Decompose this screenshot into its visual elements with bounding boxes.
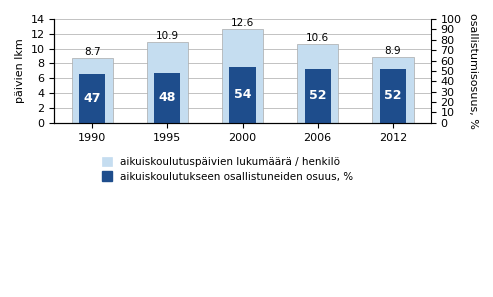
Bar bbox=[222, 29, 263, 123]
Bar bbox=[147, 42, 188, 123]
Bar bbox=[229, 67, 256, 123]
Legend: aikuiskoulutuspäivien lukumäärä / henkilö, aikuiskoulutukseen osallistuneiden os: aikuiskoulutuspäivien lukumäärä / henkil… bbox=[102, 157, 353, 182]
Text: 52: 52 bbox=[309, 89, 326, 102]
Y-axis label: päivien lkm: päivien lkm bbox=[15, 39, 25, 103]
Text: 8.9: 8.9 bbox=[385, 46, 401, 56]
Text: 10.6: 10.6 bbox=[306, 33, 329, 43]
Text: 8.7: 8.7 bbox=[84, 47, 101, 57]
Text: 52: 52 bbox=[384, 89, 402, 102]
Bar bbox=[305, 69, 331, 123]
Text: 48: 48 bbox=[159, 91, 176, 104]
Bar bbox=[154, 73, 180, 123]
Y-axis label: osallistumisosuus, %: osallistumisosuus, % bbox=[468, 13, 478, 129]
Bar bbox=[372, 57, 414, 123]
Text: 10.9: 10.9 bbox=[156, 31, 179, 41]
Text: 47: 47 bbox=[83, 92, 101, 105]
Text: 12.6: 12.6 bbox=[231, 18, 254, 28]
Bar bbox=[380, 69, 406, 123]
Bar bbox=[71, 58, 113, 123]
Bar bbox=[297, 44, 338, 123]
Bar bbox=[79, 74, 106, 123]
Text: 54: 54 bbox=[234, 88, 251, 101]
